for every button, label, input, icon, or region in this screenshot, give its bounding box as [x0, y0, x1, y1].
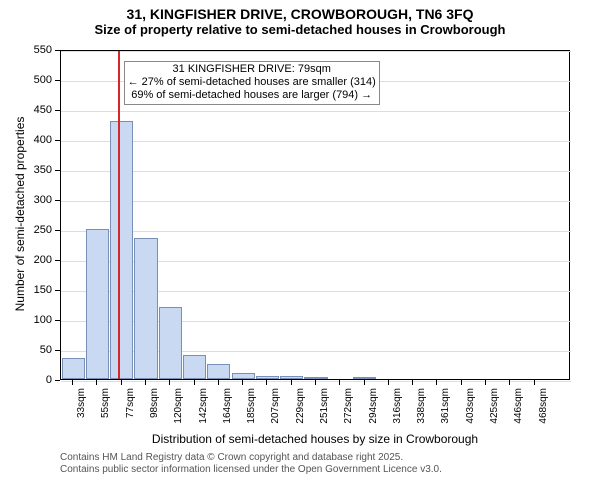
x-tick-label: 272sqm: [343, 388, 354, 433]
gridline: [61, 141, 571, 142]
gridline: [61, 231, 571, 232]
y-tick-label: 350: [0, 164, 52, 176]
x-tick-label: 338sqm: [416, 388, 427, 433]
annotation-line: 69% of semi-detached houses are larger (…: [128, 89, 376, 102]
y-tick-label: 550: [0, 44, 52, 56]
y-tick: [55, 110, 60, 111]
y-tick: [55, 230, 60, 231]
x-tick-label: 207sqm: [270, 388, 281, 433]
chart-subtitle: Size of property relative to semi-detach…: [0, 22, 600, 41]
histogram-bar: [62, 358, 85, 379]
histogram-bar: [232, 373, 255, 379]
y-tick-label: 200: [0, 254, 52, 266]
annotation-box: 31 KINGFISHER DRIVE: 79sqm← 27% of semi-…: [124, 61, 380, 105]
x-tick-label: 120sqm: [173, 388, 184, 433]
annotation-line: ← 27% of semi-detached houses are smalle…: [128, 76, 376, 89]
x-tick: [509, 380, 510, 385]
x-tick-label: 361sqm: [440, 388, 451, 433]
histogram-chart: 31, KINGFISHER DRIVE, CROWBOROUGH, TN6 3…: [0, 0, 600, 500]
gridline: [61, 381, 571, 382]
x-tick: [339, 380, 340, 385]
x-tick: [485, 380, 486, 385]
credits-line-2: Contains public sector information licen…: [60, 464, 442, 476]
x-tick: [436, 380, 437, 385]
histogram-bar: [159, 307, 182, 379]
y-tick: [55, 380, 60, 381]
x-tick-label: 55sqm: [100, 388, 111, 433]
y-tick-label: 250: [0, 224, 52, 236]
x-tick: [218, 380, 219, 385]
x-tick-label: 446sqm: [513, 388, 524, 433]
gridline: [61, 171, 571, 172]
chart-title: 31, KINGFISHER DRIVE, CROWBOROUGH, TN6 3…: [0, 0, 600, 22]
histogram-bar: [207, 364, 230, 379]
y-tick: [55, 170, 60, 171]
credits-text: Contains HM Land Registry data © Crown c…: [60, 452, 442, 476]
y-tick-label: 100: [0, 314, 52, 326]
x-tick-label: 77sqm: [125, 388, 136, 433]
x-tick: [291, 380, 292, 385]
y-tick: [55, 140, 60, 141]
y-tick-label: 300: [0, 194, 52, 206]
y-tick: [55, 200, 60, 201]
x-tick: [242, 380, 243, 385]
histogram-bar: [353, 377, 376, 379]
x-tick-label: 164sqm: [222, 388, 233, 433]
x-tick-label: 142sqm: [198, 388, 209, 433]
x-tick: [96, 380, 97, 385]
y-tick-label: 50: [0, 344, 52, 356]
y-tick-label: 500: [0, 74, 52, 86]
x-tick: [534, 380, 535, 385]
histogram-bar: [256, 376, 279, 379]
x-tick-label: 468sqm: [538, 388, 549, 433]
x-tick: [169, 380, 170, 385]
credits-line-1: Contains HM Land Registry data © Crown c…: [60, 452, 442, 464]
x-tick: [72, 380, 73, 385]
y-tick: [55, 50, 60, 51]
gridline: [61, 201, 571, 202]
x-tick: [266, 380, 267, 385]
gridline: [61, 51, 571, 52]
histogram-bar: [110, 121, 133, 379]
x-tick: [315, 380, 316, 385]
x-tick: [364, 380, 365, 385]
x-tick-label: 425sqm: [489, 388, 500, 433]
y-tick: [55, 350, 60, 351]
x-tick-label: 294sqm: [368, 388, 379, 433]
y-tick: [55, 260, 60, 261]
x-tick-label: 33sqm: [76, 388, 87, 433]
x-tick: [461, 380, 462, 385]
y-tick: [55, 320, 60, 321]
y-tick: [55, 290, 60, 291]
y-tick: [55, 80, 60, 81]
x-tick: [388, 380, 389, 385]
x-tick: [194, 380, 195, 385]
x-tick: [121, 380, 122, 385]
histogram-bar: [86, 229, 109, 379]
plot-area: 31 KINGFISHER DRIVE: 79sqm← 27% of semi-…: [60, 50, 570, 380]
histogram-bar: [280, 376, 303, 379]
reference-line: [118, 51, 120, 379]
x-tick: [412, 380, 413, 385]
x-tick-label: 316sqm: [392, 388, 403, 433]
annotation-line: 31 KINGFISHER DRIVE: 79sqm: [128, 63, 376, 76]
x-tick: [145, 380, 146, 385]
x-tick-label: 403sqm: [465, 388, 476, 433]
histogram-bar: [134, 238, 157, 379]
histogram-bar: [183, 355, 206, 379]
y-tick-label: 400: [0, 134, 52, 146]
x-tick-label: 185sqm: [246, 388, 257, 433]
x-tick-label: 98sqm: [149, 388, 160, 433]
y-tick-label: 150: [0, 284, 52, 296]
x-tick-label: 229sqm: [295, 388, 306, 433]
x-tick-label: 251sqm: [319, 388, 330, 433]
y-tick-label: 0: [0, 374, 52, 386]
y-tick-label: 450: [0, 104, 52, 116]
gridline: [61, 111, 571, 112]
x-axis-label: Distribution of semi-detached houses by …: [60, 432, 570, 446]
histogram-bar: [304, 377, 327, 379]
